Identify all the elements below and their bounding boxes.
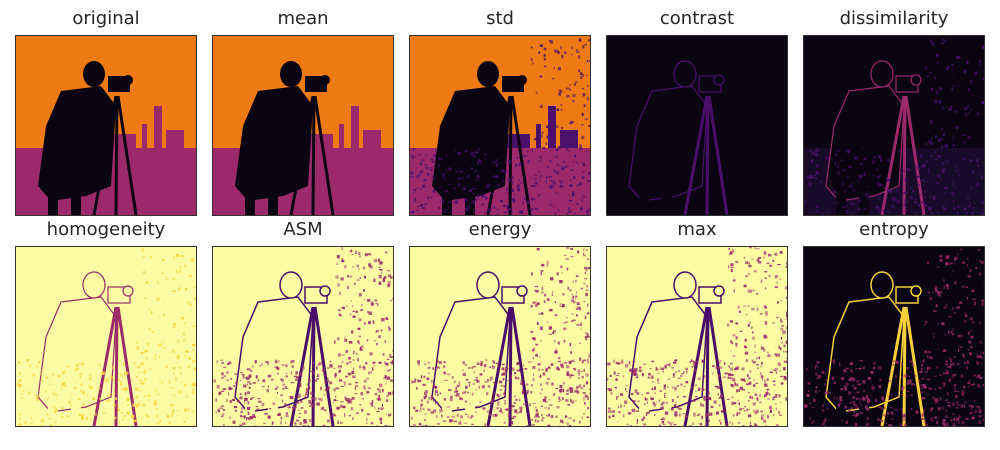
- panel-title: dissimilarity: [839, 8, 949, 29]
- panel-max: max: [606, 219, 788, 427]
- image-dissimilarity: [803, 35, 985, 216]
- panel-image-render: [410, 36, 590, 215]
- panel-image-render: [804, 247, 984, 426]
- panel-title: original: [72, 8, 140, 29]
- image-asm: [212, 246, 394, 427]
- panel-title: max: [677, 219, 717, 240]
- image-max: [606, 246, 788, 427]
- image-contrast: [606, 35, 788, 216]
- panel-std: std: [409, 8, 591, 216]
- panel-image-render: [804, 36, 984, 215]
- image-std: [409, 35, 591, 216]
- panel-energy: energy: [409, 219, 591, 427]
- panel-title: homogeneity: [46, 219, 166, 240]
- panel-title: entropy: [859, 219, 929, 240]
- panel-title: ASM: [283, 219, 323, 240]
- panel-title: mean: [277, 8, 329, 29]
- panel-title: std: [486, 8, 514, 29]
- image-homogeneity: [15, 246, 197, 427]
- panel-asm: ASM: [212, 219, 394, 427]
- image-energy: [409, 246, 591, 427]
- panel-homogeneity: homogeneity: [15, 219, 197, 427]
- panel-entropy: entropy: [803, 219, 985, 427]
- panel-image-render: [410, 247, 590, 426]
- image-entropy: [803, 246, 985, 427]
- panel-image-render: [16, 247, 196, 426]
- panel-dissimilarity: dissimilarity: [803, 8, 985, 216]
- panel-image-render: [213, 36, 393, 215]
- panel-contrast: contrast: [606, 8, 788, 216]
- panel-title: contrast: [659, 8, 735, 29]
- panel-mean: mean: [212, 8, 394, 216]
- image-mean: [212, 35, 394, 216]
- panel-original: original: [15, 8, 197, 216]
- panel-image-render: [607, 247, 787, 426]
- image-original: [15, 35, 197, 216]
- panel-title: energy: [468, 219, 532, 240]
- panel-image-render: [16, 36, 196, 215]
- panel-image-render: [607, 36, 787, 215]
- panel-image-render: [213, 247, 393, 426]
